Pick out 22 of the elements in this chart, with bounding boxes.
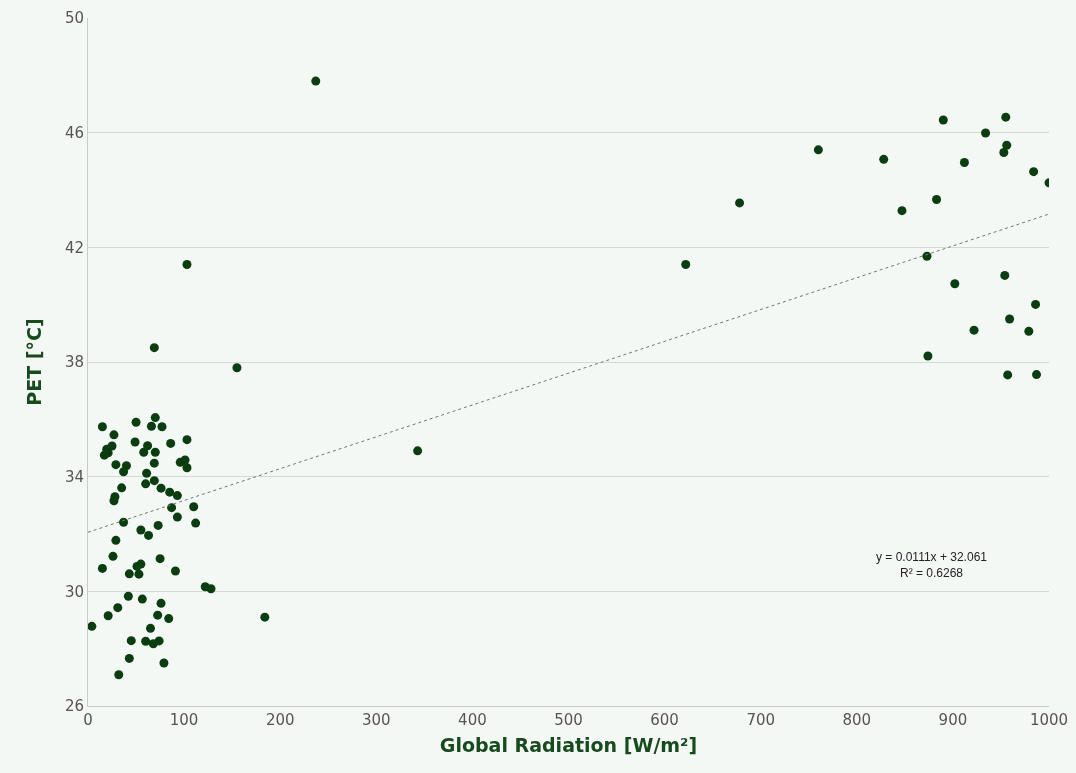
x-tick-label: 200	[265, 711, 295, 729]
y-tick-label: 46	[64, 123, 84, 142]
x-axis-title: Global Radiation [W/m²]	[439, 733, 698, 756]
x-tick-label: 700	[746, 711, 776, 729]
y-tick-label: 50	[64, 9, 84, 28]
x-tick-label: 100	[169, 711, 199, 729]
x-tick-label: 600	[650, 711, 679, 729]
annotation: R² = 0.6268	[900, 566, 964, 580]
x-tick-label: 900	[938, 711, 968, 729]
y-tick-label: 42	[64, 238, 84, 257]
y-tick-label: 38	[64, 353, 84, 372]
y-tick-label: 30	[64, 582, 84, 601]
x-tick-label: 400	[458, 711, 487, 729]
y-tick-label: 26	[64, 697, 84, 716]
x-tick-label: 300	[361, 711, 391, 729]
y-axis-title: PET [°C]	[22, 318, 45, 406]
x-tick-label: 800	[842, 711, 872, 729]
x-tick-label: 500	[554, 711, 583, 729]
x-tick-label: 1000	[1029, 711, 1069, 729]
y-tick-label: 34	[64, 467, 84, 486]
x-tick-label: 0	[83, 711, 93, 729]
annotation: y = 0.0111x + 32.061	[876, 550, 988, 564]
